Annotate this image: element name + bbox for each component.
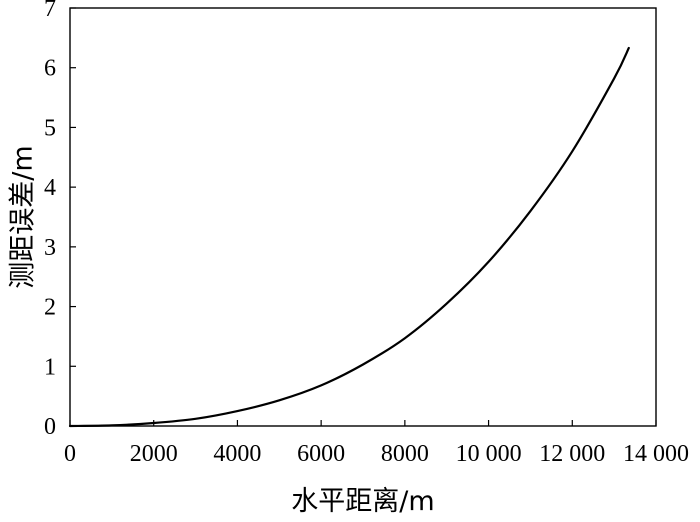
y-tick-label: 6: [44, 56, 56, 82]
y-tick-label: 5: [44, 115, 56, 141]
x-axis: 0 2000 4000 6000 8000 10 000 12 000 14 000: [64, 420, 689, 467]
y-tick-label: 4: [44, 175, 56, 201]
x-tick-label: 2000: [130, 441, 178, 467]
y-tick-label: 3: [44, 235, 56, 261]
y-tick-label: 0: [44, 414, 56, 440]
plot-border: [69, 7, 657, 427]
y-tick-label: 7: [44, 0, 56, 22]
x-tick-label: 0: [64, 441, 76, 467]
plot-frame: [69, 7, 657, 427]
series-layer: [68, 46, 630, 428]
x-tick-label: 4000: [213, 441, 261, 467]
x-tick-label: 8000: [381, 441, 429, 467]
y-axis: 0 1 2 3 4 5 6 7: [44, 0, 76, 440]
x-tick-label: 12 000: [539, 441, 605, 467]
x-axis-title: 水平距离/m: [291, 486, 434, 517]
x-tick-label: 6000: [297, 441, 345, 467]
y-tick-label: 1: [44, 354, 56, 380]
x-tick-label: 14 000: [623, 441, 689, 467]
y-axis-title: 测距误差/m: [8, 145, 39, 288]
series-line: [68, 46, 630, 428]
x-tick-label: 10 000: [456, 441, 522, 467]
y-tick-label: 2: [44, 295, 56, 321]
